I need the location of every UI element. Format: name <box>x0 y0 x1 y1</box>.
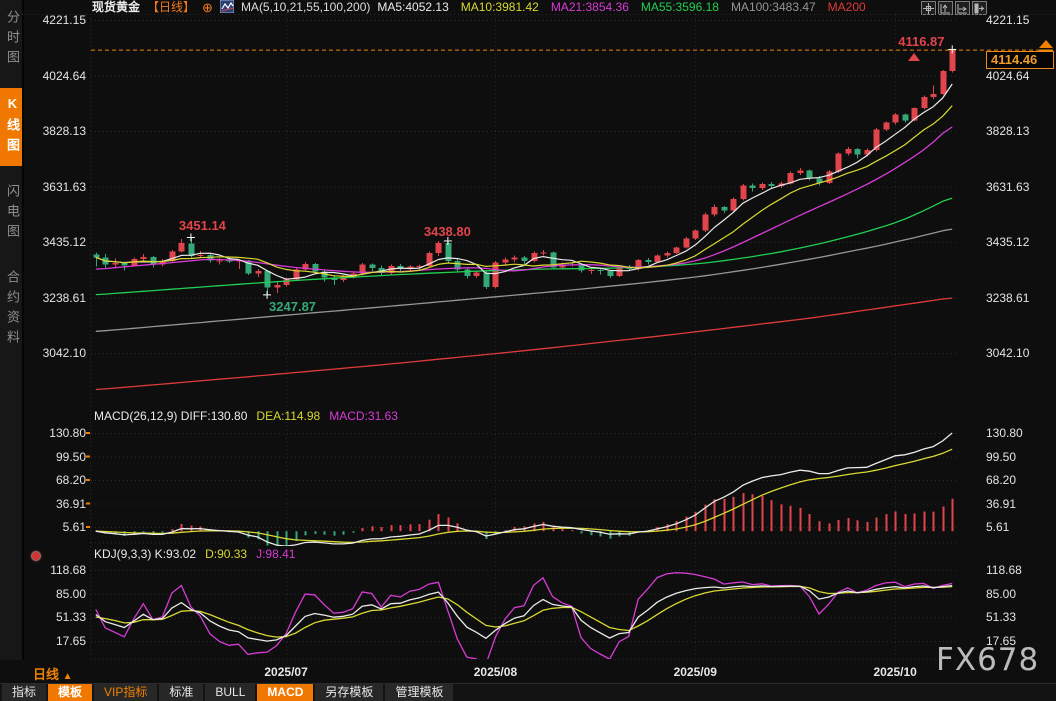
time-axis-label: 2025/07 <box>264 665 308 679</box>
scale-vertical-icon[interactable] <box>938 1 953 15</box>
period-tag[interactable]: 【日线】 <box>147 0 196 14</box>
kdj-header: KDJ(9,3,3) K:93.02 D:90.33 J:98.41 <box>94 547 295 561</box>
crosshair-icon[interactable] <box>921 1 936 15</box>
axis-label: 68.20 <box>55 473 86 487</box>
axis-label: 3042.10 <box>986 346 1030 360</box>
sidebar-item-闪电图[interactable]: 闪电图 <box>5 184 20 244</box>
extreme-cross-marker <box>948 45 957 54</box>
axis-label: 3631.63 <box>42 179 86 194</box>
axis-label: 4024.64 <box>42 68 86 83</box>
chart-header: 现货黄金 【日线】 ⊕ MA(5,10,21,55,100,200) MA5:4… <box>92 0 866 15</box>
time-axis-label: 2025/10 <box>873 665 917 679</box>
ma-group-label: MA(5,10,21,55,100,200) <box>240 0 371 14</box>
price-annotation: 3438.80 <box>423 223 471 239</box>
chart-type-sidebar: 分时图 K线图闪电图合约资料 <box>0 0 24 660</box>
axis-label: 5.61 <box>986 520 1010 534</box>
ma-legend: MA5:4052.13 MA10:3981.42 MA21:3854.36 MA55:… <box>377 0 865 15</box>
axis-label: 85.00 <box>986 586 1017 601</box>
ma-value-label: MA200 <box>827 0 866 14</box>
period-label: 日线 <box>33 667 60 682</box>
extreme-cross-marker <box>443 236 452 245</box>
sidebar-item-合约资料[interactable]: 合约资料 <box>5 270 20 350</box>
axis-label: 3238.61 <box>986 290 1030 305</box>
axis-label: 99.50 <box>986 449 1017 464</box>
axis-label: 99.50 <box>55 449 86 464</box>
axis-label: 130.80 <box>49 426 86 440</box>
axis-label: 118.68 <box>986 563 1022 577</box>
sidebar-item-K线图[interactable]: K线图 <box>0 88 22 166</box>
watermark: FX678 <box>936 642 1040 678</box>
time-axis-label: 2025/08 <box>473 665 518 679</box>
indicator-header-segment: J:98.41 <box>256 547 296 561</box>
price-annotation: 3247.87 <box>269 298 317 314</box>
axis-label: 36.91 <box>986 496 1017 511</box>
tab-模板[interactable]: 模板 <box>48 684 93 701</box>
axis-label: 3435.12 <box>42 235 86 249</box>
time-axis-label: 2025/09 <box>673 665 717 679</box>
axis-label: 17.65 <box>986 634 1017 648</box>
axis-label: 3238.61 <box>42 290 86 305</box>
extreme-cross-marker <box>263 290 272 299</box>
axis-label: 85.00 <box>55 586 86 601</box>
indicator-header-segment: KDJ(9,3,3) K:93.02 <box>94 547 197 561</box>
alert-marker <box>908 53 920 61</box>
indicator-header-segment: D:90.33 <box>205 547 248 561</box>
add-compare-icon[interactable]: ⊕ <box>202 0 213 15</box>
ma-value-label: MA55:3596.18 <box>640 0 719 14</box>
ma-value-label: MA5:4052.13 <box>377 0 449 14</box>
period-arrow-icon: ▲ <box>62 671 73 682</box>
axis-label: 118.68 <box>50 563 86 577</box>
kdj-layer <box>95 572 953 659</box>
tab-MACD[interactable]: MACD <box>257 684 314 701</box>
extreme-cross-marker <box>186 233 195 242</box>
macd-header: MACD(26,12,9) DIFF:130.80 DEA:114.98 MACD:… <box>94 409 398 423</box>
collapse-panel-icon[interactable] <box>972 1 987 15</box>
axis-label: 3435.12 <box>986 235 1030 249</box>
tab-另存模板[interactable]: 另存模板 <box>315 684 384 701</box>
tab-指标[interactable]: 指标 <box>2 684 47 701</box>
axis-label: 3828.13 <box>42 124 86 138</box>
axis-label: 36.91 <box>55 496 86 511</box>
axis-label: 130.80 <box>986 426 1023 440</box>
symbol-title: 现货黄金 <box>92 0 141 14</box>
sidebar-item-分时图[interactable]: 分时图 <box>5 10 20 70</box>
indicator-tabbar: 指标 模板 VIP指标 标准 BULL MACD 另存模板 管理模板 <box>0 683 1056 701</box>
axis-label: 4221.15 <box>42 13 86 27</box>
ma-value-label: MA10:3981.42 <box>460 0 539 14</box>
ma-value-label: MA100:3483.47 <box>730 0 816 14</box>
axis-label: 51.33 <box>55 610 86 625</box>
tab-BULL[interactable]: BULL <box>205 684 256 701</box>
indicator-header-segment: DEA:114.98 <box>256 409 321 423</box>
candles-layer <box>93 49 956 295</box>
indicator-dot-icon[interactable] <box>31 551 41 561</box>
axis-label: 17.65 <box>55 634 86 648</box>
price-annotation: 3451.14 <box>178 218 226 234</box>
axis-label: 3828.13 <box>986 124 1030 138</box>
axis-label: 68.20 <box>986 473 1017 487</box>
chart-toolbar <box>921 1 987 15</box>
period-selector[interactable]: 日线 ▲ <box>33 664 73 683</box>
macd-layer <box>95 432 954 546</box>
last-price-box: 4114.46 <box>986 51 1054 69</box>
axis-label: 3631.63 <box>986 179 1030 194</box>
axis-label: 4221.15 <box>986 13 1030 27</box>
tab-VIP指标[interactable]: VIP指标 <box>94 684 158 701</box>
indicator-header-segment: MACD:31.63 <box>329 409 398 423</box>
axis-label: 4024.64 <box>986 68 1030 83</box>
axis-label: 5.61 <box>62 520 86 534</box>
ma-value-label: MA21:3854.36 <box>550 0 629 14</box>
scale-arrow-marker <box>1039 40 1053 52</box>
tab-管理模板[interactable]: 管理模板 <box>385 684 454 701</box>
indicator-header-segment: MACD(26,12,9) DIFF:130.80 <box>94 409 248 423</box>
axis-label: 51.33 <box>986 610 1017 625</box>
axis-label: 3042.10 <box>42 346 86 360</box>
price-annotation: 4116.87 <box>898 34 945 50</box>
tab-标准[interactable]: 标准 <box>159 684 204 701</box>
